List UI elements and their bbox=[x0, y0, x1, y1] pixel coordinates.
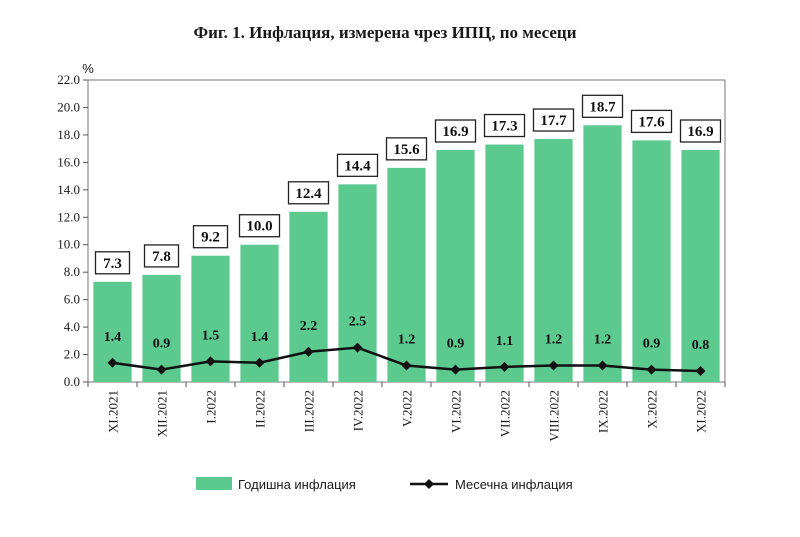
bar-value-label: 12.4 bbox=[295, 186, 322, 202]
x-tick-label: VI.2022 bbox=[449, 390, 464, 433]
line-point-monthly-inflation bbox=[352, 342, 363, 353]
bar-value-label: 16.9 bbox=[442, 124, 468, 140]
y-axis-unit-label: % bbox=[82, 61, 94, 76]
y-tick-label: 4.0 bbox=[64, 319, 80, 334]
bar-value-label-box bbox=[630, 109, 673, 134]
bar-value-label-box bbox=[238, 214, 281, 238]
bar-value-label: 9.2 bbox=[201, 230, 220, 246]
bar-value-label: 17.7 bbox=[540, 113, 567, 129]
plot-area: 0.0 2.0 4.0 6.0 8.0 10.0 12.0 14.0 16.0 18.0 20.0 2… bbox=[57, 72, 726, 442]
x-tick-label: IX.2022 bbox=[596, 390, 611, 433]
legend-swatch-monthly-marker bbox=[424, 479, 434, 489]
y-tick-label: 10.0 bbox=[57, 237, 80, 252]
bar-value-label: 14.4 bbox=[344, 158, 371, 174]
line-value-label: 1.1 bbox=[496, 334, 514, 349]
bar-value-label: 17.6 bbox=[638, 114, 665, 130]
x-tick-label: IV.2022 bbox=[351, 390, 366, 431]
y-tick-label: 18.0 bbox=[57, 127, 80, 142]
bar-value-label-box bbox=[192, 225, 229, 249]
line-point-monthly-inflation bbox=[156, 364, 167, 375]
line-point-monthly-inflation bbox=[205, 356, 216, 367]
bar-annual-inflation bbox=[436, 150, 475, 382]
line-point-monthly-inflation bbox=[303, 346, 314, 357]
line-value-label: 1.4 bbox=[104, 330, 122, 345]
bar-value-label-box bbox=[483, 113, 526, 138]
line-value-label: 0.9 bbox=[153, 337, 171, 352]
bar-annual-inflation bbox=[142, 274, 181, 382]
y-tick-label: 8.0 bbox=[64, 264, 80, 279]
x-tick-label: XI.2021 bbox=[106, 390, 121, 433]
bar-value-label: 15.6 bbox=[393, 142, 420, 158]
legend: Годишна инфлация Месечна инфлация bbox=[196, 477, 573, 492]
line-point-monthly-inflation bbox=[450, 364, 461, 375]
line-value-label: 1.2 bbox=[398, 333, 416, 348]
line-value-label: 2.5 bbox=[349, 315, 367, 330]
x-tick-label: XII.2021 bbox=[155, 390, 170, 437]
line-value-label: 1.4 bbox=[251, 330, 269, 345]
legend-label-annual: Годишна инфлация bbox=[238, 477, 356, 492]
line-value-label: 1.2 bbox=[545, 333, 563, 348]
legend-label-monthly: Месечна инфлация bbox=[455, 477, 573, 492]
y-tick-label: 6.0 bbox=[64, 292, 80, 307]
line-value-label: 2.2 bbox=[300, 319, 318, 334]
bar-value-label: 7.3 bbox=[103, 256, 122, 272]
line-point-monthly-inflation bbox=[548, 360, 559, 371]
legend-swatch-annual bbox=[196, 477, 232, 490]
y-tick-label: 20.0 bbox=[57, 99, 80, 114]
line-value-label: 1.2 bbox=[594, 333, 612, 348]
y-tick-label: 2.0 bbox=[64, 347, 80, 362]
x-tick-label: XI.2022 bbox=[694, 390, 709, 433]
x-tick-label: V.2022 bbox=[400, 390, 415, 427]
line-value-label: 1.5 bbox=[202, 328, 220, 343]
bar-annual-inflation bbox=[387, 167, 426, 382]
bar-value-label-box bbox=[385, 137, 428, 161]
bar-value-label-box bbox=[143, 244, 180, 268]
bar-value-label-box bbox=[679, 119, 722, 143]
bar-value-label-box bbox=[336, 153, 379, 177]
bar-value-label-box bbox=[94, 251, 131, 275]
y-tick-label: 22.0 bbox=[57, 72, 80, 87]
line-point-monthly-inflation bbox=[401, 360, 412, 371]
bar-value-label-box bbox=[434, 119, 477, 143]
line-point-monthly-inflation bbox=[646, 364, 657, 375]
x-tick-label: X.2022 bbox=[645, 390, 660, 429]
bar-annual-inflation bbox=[632, 140, 671, 382]
bar-value-label: 18.7 bbox=[589, 99, 616, 115]
x-tick-label: VII.2022 bbox=[498, 390, 513, 437]
y-tick-label: 14.0 bbox=[57, 182, 80, 197]
x-tick-label: II.2022 bbox=[253, 390, 268, 428]
bar-value-label: 16.9 bbox=[687, 124, 713, 140]
bar-value-label: 17.3 bbox=[491, 119, 517, 135]
bar-annual-inflation bbox=[485, 144, 524, 382]
line-value-label: 0.8 bbox=[692, 338, 710, 353]
bar-annual-inflation bbox=[583, 125, 622, 383]
line-value-label: 0.9 bbox=[643, 337, 661, 352]
line-point-monthly-inflation bbox=[107, 357, 118, 368]
x-tick-label: III.2022 bbox=[302, 390, 317, 432]
bar-annual-inflation bbox=[681, 150, 720, 382]
bar-value-label-box bbox=[287, 181, 330, 205]
line-value-label: 0.9 bbox=[447, 337, 465, 352]
bar-value-label-box bbox=[532, 108, 575, 132]
bar-value-label: 7.8 bbox=[152, 249, 171, 265]
x-tick-label: I.2022 bbox=[204, 390, 219, 424]
y-tick-label: 12.0 bbox=[57, 209, 80, 224]
bar-value-label: 10.0 bbox=[246, 219, 272, 235]
line-point-monthly-inflation bbox=[499, 361, 510, 372]
bar-value-label-box bbox=[581, 94, 624, 118]
y-tick-label: 0.0 bbox=[64, 374, 80, 389]
y-tick-label: 16.0 bbox=[57, 154, 80, 169]
line-point-monthly-inflation bbox=[254, 357, 265, 368]
line-point-monthly-inflation bbox=[597, 360, 608, 371]
chart-title: Фиг. 1. Инфлация, измерена чрез ИПЦ, по … bbox=[193, 23, 576, 42]
line-point-monthly-inflation bbox=[695, 366, 706, 377]
bar-annual-inflation bbox=[534, 139, 573, 382]
x-tick-label: VIII.2022 bbox=[547, 390, 562, 442]
